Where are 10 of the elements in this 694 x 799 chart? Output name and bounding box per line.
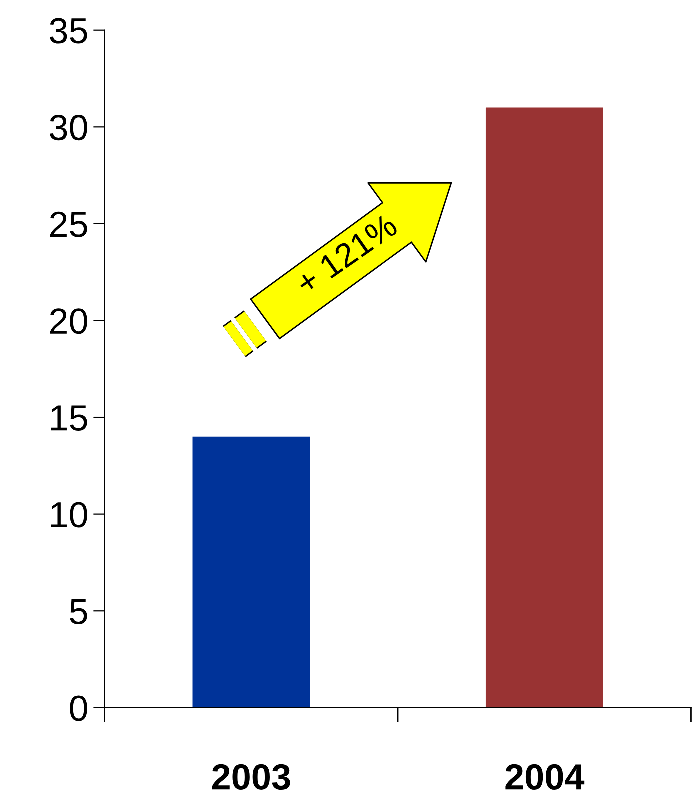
y-tick-label: 0 bbox=[70, 696, 88, 722]
y-tick-label: 20 bbox=[50, 308, 88, 334]
x-tick-label: 2003 bbox=[212, 764, 290, 790]
y-tick-label: 10 bbox=[51, 502, 88, 528]
x-tick-label: 2004 bbox=[506, 764, 585, 790]
y-tick-label: 30 bbox=[50, 115, 88, 141]
y-tick-label: 5 bbox=[70, 599, 88, 625]
y-tick-label: 15 bbox=[51, 406, 88, 431]
y-tick-label: 35 bbox=[50, 18, 88, 44]
y-tick-label: 25 bbox=[50, 212, 88, 238]
